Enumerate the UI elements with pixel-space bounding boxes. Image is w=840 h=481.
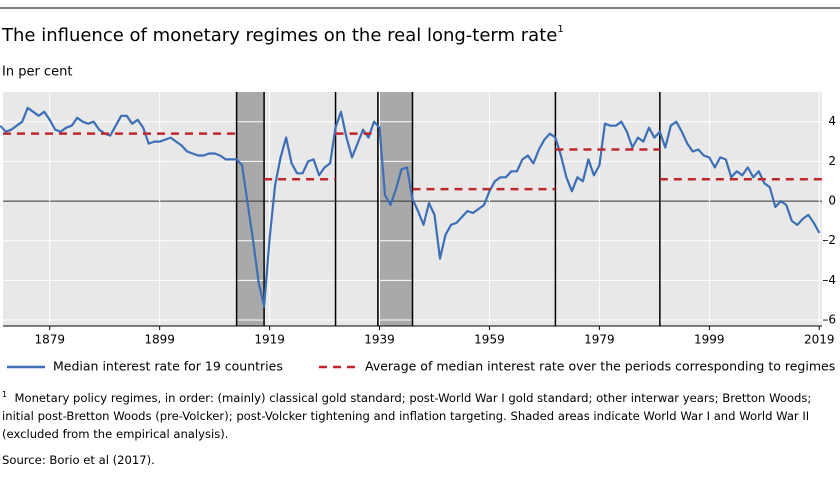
y-tick-label: –4 bbox=[822, 273, 836, 287]
x-tick-label: 2019 bbox=[804, 333, 835, 347]
footnote: 1 Monetary policy regimes, in order: (ma… bbox=[2, 386, 838, 443]
title-text: The influence of monetary regimes on the… bbox=[1, 25, 557, 46]
data-line bbox=[0, 106, 821, 308]
x-tick-label: 1999 bbox=[694, 333, 725, 347]
war-shade bbox=[377, 92, 413, 326]
y-tick-label: –6 bbox=[822, 313, 836, 327]
y-tick-label: 4 bbox=[828, 114, 836, 128]
x-tick-label: 1919 bbox=[254, 333, 285, 347]
source: Source: Borio et al (2017). bbox=[2, 453, 155, 467]
y-tick-label: 0 bbox=[828, 194, 836, 208]
x-tick-label: 1939 bbox=[364, 333, 395, 347]
legend-label: Average of median interest rate over the… bbox=[365, 359, 835, 374]
x-tick-label: 1979 bbox=[584, 333, 615, 347]
title-note: 1 bbox=[557, 24, 563, 35]
x-tick-label: 1959 bbox=[474, 333, 505, 347]
footnote-marker: 1 bbox=[2, 390, 8, 399]
y-tick-label: 2 bbox=[828, 154, 836, 168]
legend-label: Median interest rate for 19 countries bbox=[53, 359, 283, 374]
chart-title: The influence of monetary regimes on the… bbox=[1, 24, 564, 46]
x-tick-label: 1879 bbox=[34, 333, 65, 347]
subtitle: In per cent bbox=[2, 65, 72, 80]
footnote-text: Monetary policy regimes, in order: (main… bbox=[2, 390, 812, 441]
y-tick-label: –2 bbox=[822, 233, 836, 247]
x-tick-label: 1899 bbox=[144, 333, 175, 347]
